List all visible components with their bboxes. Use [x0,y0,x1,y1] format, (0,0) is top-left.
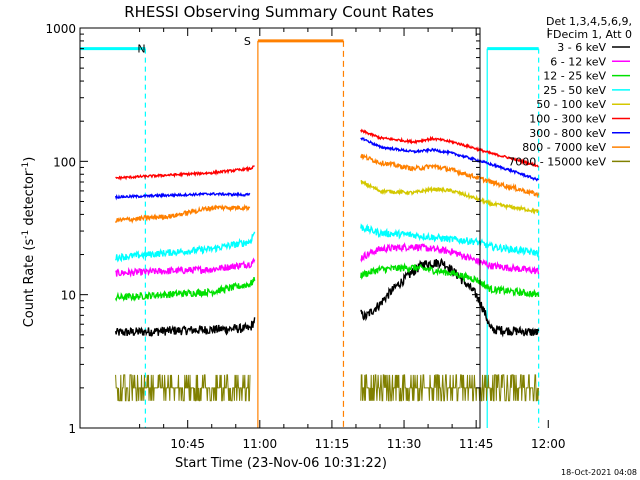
y-tick-label: 10 [61,289,76,303]
legend-entry-label: 300 - 800 keV [529,127,606,140]
y-tick-label: 100 [53,155,76,169]
x-tick-label: 11:00 [243,437,278,451]
observing-markers: NS [80,35,540,428]
y-axis-label: Count Rate (s-1 detector-1) [21,157,37,328]
legend-entry-label: 25 - 50 keV [543,84,606,97]
svg-text:Count Rate (s-1 detector-1): Count Rate (s-1 detector-1) [21,157,37,328]
series-line [360,262,540,298]
legend-entry-label: 100 - 300 keV [529,113,606,126]
x-tick-label: 12:00 [531,437,566,451]
y-tick-label: 1 [68,422,76,436]
series-line [360,242,540,275]
axes: 1 10 100 1000 10:45 11:00 11:15 11:30 11:45 12:00 [45,22,565,451]
legend-entry-label: 50 - 100 keV [536,98,606,111]
y-tick-label: 1000 [45,22,76,36]
series-line [360,374,539,402]
x-tick-label: 11:15 [315,437,350,451]
legend-entry-label: 800 - 7000 keV [522,141,606,154]
x-tick-label: 11:30 [387,437,422,451]
legend-header: FDecim 1, Att 0 [547,28,632,41]
marker-label: N [137,43,145,56]
legend-entry-label: 6 - 12 keV [550,55,606,68]
series-lines [114,128,540,402]
timestamp-footer: 18-Oct-2021 04:08 [561,468,637,477]
series-line [360,153,540,199]
series-line [115,257,256,278]
legend-entry-label: 12 - 25 keV [543,70,606,83]
series-line [114,203,251,224]
series-line [360,128,539,168]
marker-label: S [244,35,251,48]
series-line [115,374,251,402]
series-line [115,165,255,181]
plot-frame [79,27,481,429]
series-line [360,257,540,338]
x-tick-label: 10:45 [170,437,205,451]
x-tick-label: 11:45 [459,437,494,451]
series-line [114,317,256,338]
series-line [114,276,256,302]
chart-title: RHESSI Observing Summary Count Rates [124,3,434,21]
series-line [114,231,256,263]
legend-entry-label: 7000 - 15000 keV [508,155,606,168]
legend-entry-label: 3 - 6 keV [557,41,606,54]
series-line [360,223,540,259]
series-line [360,137,540,182]
legend-header: Det 1,3,4,5,6,9, [546,15,632,28]
legend: Det 1,3,4,5,6,9,FDecim 1, Att 03 - 6 keV… [508,15,632,168]
series-line [114,191,251,201]
series-line [360,179,539,215]
x-axis-label: Start Time (23-Nov-06 10:31:22) [175,456,387,471]
